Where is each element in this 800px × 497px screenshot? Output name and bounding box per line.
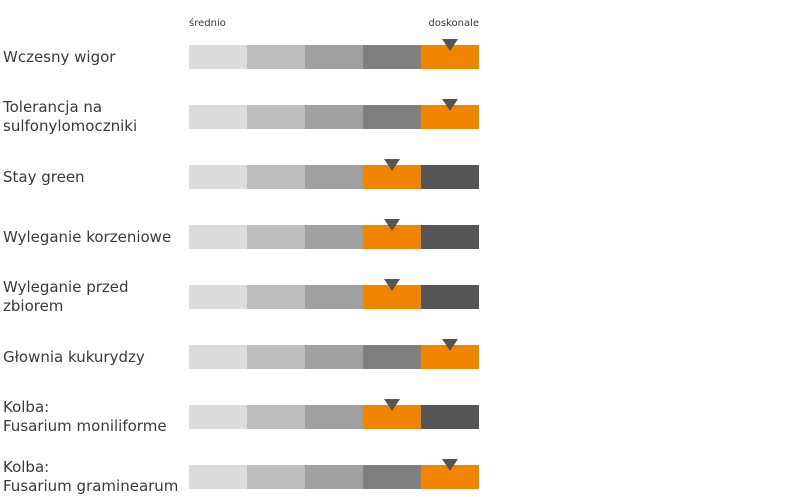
rating-row: Wyleganie przed zbiorem — [3, 278, 479, 315]
rating-segment — [363, 45, 421, 69]
rating-segment — [305, 225, 363, 249]
rating-segment — [305, 465, 363, 489]
rating-segment — [305, 45, 363, 69]
rating-row: Wczesny wigor — [3, 39, 479, 69]
trait-label-line: Fusarium moniliforme — [3, 417, 167, 435]
trait-label: Wyleganie przed zbiorem — [3, 278, 129, 315]
rating-marker-icon — [442, 99, 458, 111]
rating-row: Kolba: Fusarium moniliforme — [3, 398, 479, 435]
trait-label-line: sulfonylomoczniki — [3, 117, 137, 135]
trait-label: Wyleganie korzeniowe — [3, 228, 171, 246]
trait-label-line: Fusarium graminearum — [3, 477, 178, 495]
trait-label: Kolba: Fusarium moniliforme — [3, 398, 167, 435]
rating-segment — [247, 225, 305, 249]
rating-row: Kolba: Fusarium graminearum — [3, 458, 479, 495]
rating-segment — [189, 225, 247, 249]
rating-segment — [189, 105, 247, 129]
trait-label-line: zbiorem — [3, 297, 63, 315]
rating-row: Głownia kukurydzy — [3, 339, 479, 369]
rating-segment — [189, 45, 247, 69]
trait-label-line: Głownia kukurydzy — [3, 348, 145, 366]
rating-marker-icon — [384, 279, 400, 291]
rating-rows: Wczesny wigor Tolerancja na sulfonylomoczn… — [2, 39, 479, 495]
trait-label: Wczesny wigor — [3, 48, 116, 66]
rating-marker-icon — [442, 339, 458, 351]
rating-segment — [247, 345, 305, 369]
rating-segment — [247, 105, 305, 129]
rating-segment — [247, 285, 305, 309]
rating-segment — [247, 165, 305, 189]
rating-marker-icon — [442, 39, 458, 51]
rating-segment — [189, 345, 247, 369]
rating-row: Stay green — [3, 159, 479, 189]
rating-segment — [247, 405, 305, 429]
rating-segment — [305, 405, 363, 429]
trait-label: Tolerancja na sulfonylomoczniki — [2, 98, 137, 135]
rating-segment — [247, 465, 305, 489]
trait-label-line: Stay green — [3, 168, 85, 186]
rating-segment — [189, 285, 247, 309]
rating-marker-icon — [384, 399, 400, 411]
rating-segment — [363, 345, 421, 369]
rating-segment — [305, 345, 363, 369]
trait-label-line: Wyleganie przed — [3, 278, 129, 296]
rating-row: Tolerancja na sulfonylomoczniki — [2, 98, 479, 135]
rating-segment — [189, 165, 247, 189]
rating-marker-icon — [384, 219, 400, 231]
trait-label-line: Kolba: — [3, 458, 49, 476]
trait-label: Kolba: Fusarium graminearum — [3, 458, 178, 495]
rating-marker-icon — [442, 459, 458, 471]
rating-segment — [363, 105, 421, 129]
rating-segment — [421, 225, 479, 249]
scale-high-label: doskonale — [428, 18, 479, 29]
rating-segment — [363, 465, 421, 489]
rating-segment — [421, 405, 479, 429]
rating-segment — [189, 405, 247, 429]
rating-segment — [305, 105, 363, 129]
trait-label-line: Wczesny wigor — [3, 48, 116, 66]
trait-label-line: Wyleganie korzeniowe — [3, 228, 171, 246]
trait-label: Stay green — [3, 168, 85, 186]
scale-low-label: średnio — [189, 17, 226, 29]
rating-segment — [247, 45, 305, 69]
rating-segment — [189, 465, 247, 489]
rating-segment — [305, 285, 363, 309]
rating-segment — [305, 165, 363, 189]
rating-marker-icon — [384, 159, 400, 171]
rating-segment — [421, 165, 479, 189]
trait-label-line: Tolerancja na — [2, 98, 102, 116]
rating-row: Wyleganie korzeniowe — [3, 219, 479, 249]
trait-label: Głownia kukurydzy — [3, 348, 145, 366]
trait-label-line: Kolba: — [3, 398, 49, 416]
rating-segment — [421, 285, 479, 309]
